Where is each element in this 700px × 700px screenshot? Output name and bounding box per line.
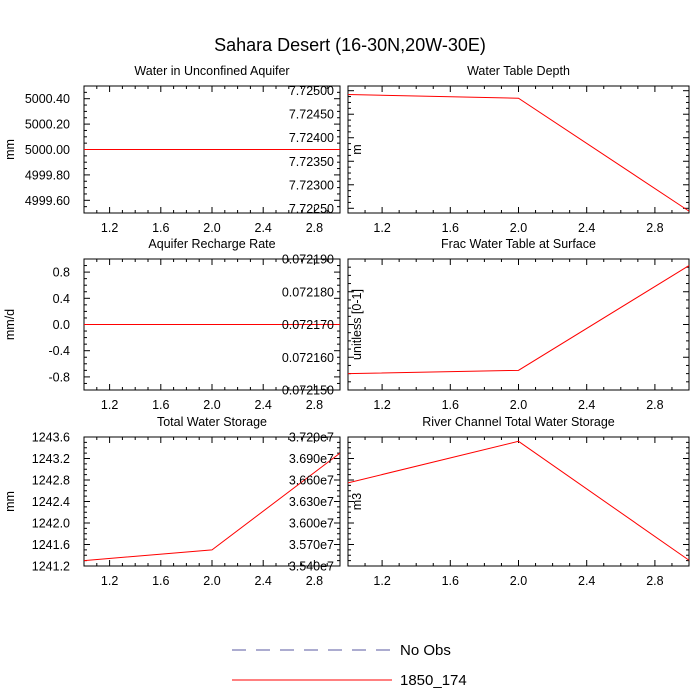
series-line-1850-174 <box>347 265 690 375</box>
x-tick-label: 1.6 <box>442 221 459 235</box>
y-tick-label: 1242.4 <box>32 495 70 509</box>
x-tick-label: 2.0 <box>510 574 527 588</box>
y-tick-label: 5000.20 <box>25 118 70 132</box>
y-tick-label: 0.072190 <box>282 253 334 267</box>
y-tick-label: 7.72450 <box>289 108 334 122</box>
x-tick-label: 2.0 <box>203 221 220 235</box>
y-tick-label: 1242.0 <box>32 517 70 531</box>
x-tick-label: 1.6 <box>442 398 459 412</box>
panel-title: Aquifer Recharge Rate <box>148 237 275 251</box>
panels: Water in Unconfined Aquifer 1.2 1.6 2.0 2.4 2… <box>3 64 690 588</box>
x-tick-label: 2.4 <box>255 398 272 412</box>
x-tick-label: 2.8 <box>646 221 663 235</box>
series-line-1850-174 <box>347 93 690 212</box>
legend-label-no-obs: No Obs <box>400 642 451 659</box>
x-tick-label: 1.2 <box>373 398 390 412</box>
y-tick-label: 7.72400 <box>289 131 334 145</box>
x-tick-label: 2.8 <box>306 221 323 235</box>
panel-title: Water in Unconfined Aquifer <box>134 64 289 78</box>
x-tick-label: 2.0 <box>203 574 220 588</box>
y-tick-label: 1241.2 <box>32 560 70 574</box>
y-tick-label: 3.600e7 <box>289 517 334 531</box>
figure-title: Sahara Desert (16-30N,20W-30E) <box>214 35 486 55</box>
y-tick-label: 3.660e7 <box>289 474 334 488</box>
series-line-1850-174 <box>347 440 690 561</box>
y-axis-label: mm/d <box>3 309 17 340</box>
y-tick-label: 3.570e7 <box>289 538 334 552</box>
y-tick-label: 3.690e7 <box>289 452 334 466</box>
y-axis-label: m <box>350 144 364 154</box>
y-tick-label: 0.072150 <box>282 384 334 398</box>
y-tick-label: 7.72500 <box>289 84 334 98</box>
y-axis-label: unitless [0-1] <box>350 289 364 360</box>
panel-title: Frac Water Table at Surface <box>441 237 596 251</box>
panel-water-table-depth: Water Table Depth 1.2 1.6 2.0 2.4 2.8 7.72500 7… <box>289 64 690 235</box>
x-tick-label: 1.2 <box>101 221 118 235</box>
x-tick-label: 2.8 <box>646 574 663 588</box>
panel-aquifer-recharge-rate: Aquifer Recharge Rate 1.2 1.6 2.0 2.4 2.8 0.8 0… <box>3 237 341 412</box>
x-tick-label: 2.0 <box>510 398 527 412</box>
y-tick-label: 3.630e7 <box>289 495 334 509</box>
x-tick-label: 2.0 <box>510 221 527 235</box>
x-tick-label: 1.2 <box>101 574 118 588</box>
y-tick-label: 0.4 <box>53 292 70 306</box>
panel-frac-water-table-at-surface: Frac Water Table at Surface 1.2 1.6 2.0 2.4 2… <box>282 237 690 412</box>
x-tick-label: 2.4 <box>578 398 595 412</box>
legend-label-1850-174: 1850_174 <box>400 672 467 689</box>
x-tick-label: 2.8 <box>306 398 323 412</box>
y-tick-label: 5000.00 <box>25 143 70 157</box>
y-tick-label: 5000.40 <box>25 92 70 106</box>
x-tick-label: 1.2 <box>373 574 390 588</box>
x-tick-label: 1.6 <box>152 398 169 412</box>
y-tick-label: -0.8 <box>48 370 70 384</box>
y-tick-label: 1241.6 <box>32 538 70 552</box>
legend: No Obs 1850_174 <box>232 642 467 689</box>
y-tick-label: 7.72250 <box>289 202 334 216</box>
y-tick-label: 0.072180 <box>282 285 334 299</box>
y-tick-label: 0.072160 <box>282 351 334 365</box>
y-tick-label: 4999.60 <box>25 194 70 208</box>
plot-frame <box>347 436 690 567</box>
x-tick-label: 2.0 <box>203 398 220 412</box>
plot-frame <box>347 85 690 214</box>
x-tick-label: 2.4 <box>255 574 272 588</box>
series-line-1850-174 <box>83 452 341 562</box>
panel-title: Water Table Depth <box>467 64 570 78</box>
panel-water-in-unconfined-aquifer: Water in Unconfined Aquifer 1.2 1.6 2.0 2.4 2… <box>3 64 341 235</box>
y-tick-label: 4999.80 <box>25 168 70 182</box>
y-tick-label: 0.8 <box>53 266 70 280</box>
y-tick-label: 7.72350 <box>289 155 334 169</box>
x-tick-label: 2.8 <box>306 574 323 588</box>
y-axis-label: m3 <box>350 493 364 510</box>
y-tick-label: 0.0 <box>53 318 70 332</box>
y-tick-label: 1242.8 <box>32 474 70 488</box>
y-tick-label: 1243.2 <box>32 452 70 466</box>
x-tick-label: 1.2 <box>373 221 390 235</box>
x-tick-label: 2.4 <box>578 221 595 235</box>
x-tick-label: 2.4 <box>578 574 595 588</box>
y-tick-label: 3.720e7 <box>289 431 334 445</box>
y-tick-label: 3.540e7 <box>289 560 334 574</box>
x-tick-label: 1.6 <box>152 574 169 588</box>
y-axis-label: mm <box>3 491 17 512</box>
panel-title: River Channel Total Water Storage <box>422 415 615 429</box>
y-axis-label: mm <box>3 139 17 160</box>
y-tick-label: 0.072170 <box>282 318 334 332</box>
panel-title: Total Water Storage <box>157 415 267 429</box>
x-tick-label: 2.4 <box>255 221 272 235</box>
y-tick-label: 7.72300 <box>289 178 334 192</box>
x-tick-label: 1.2 <box>101 398 118 412</box>
panel-river-channel-total-water-storage: River Channel Total Water Storage 1.2 1.6 2… <box>289 415 690 588</box>
x-tick-label: 1.6 <box>152 221 169 235</box>
y-tick-label: -0.4 <box>48 344 70 358</box>
x-tick-label: 2.8 <box>646 398 663 412</box>
y-tick-label: 1243.6 <box>32 431 70 445</box>
panel-total-water-storage: Total Water Storage 1.2 1.6 2.0 2.4 2.8 1243.6… <box>3 415 341 588</box>
x-tick-label: 1.6 <box>442 574 459 588</box>
